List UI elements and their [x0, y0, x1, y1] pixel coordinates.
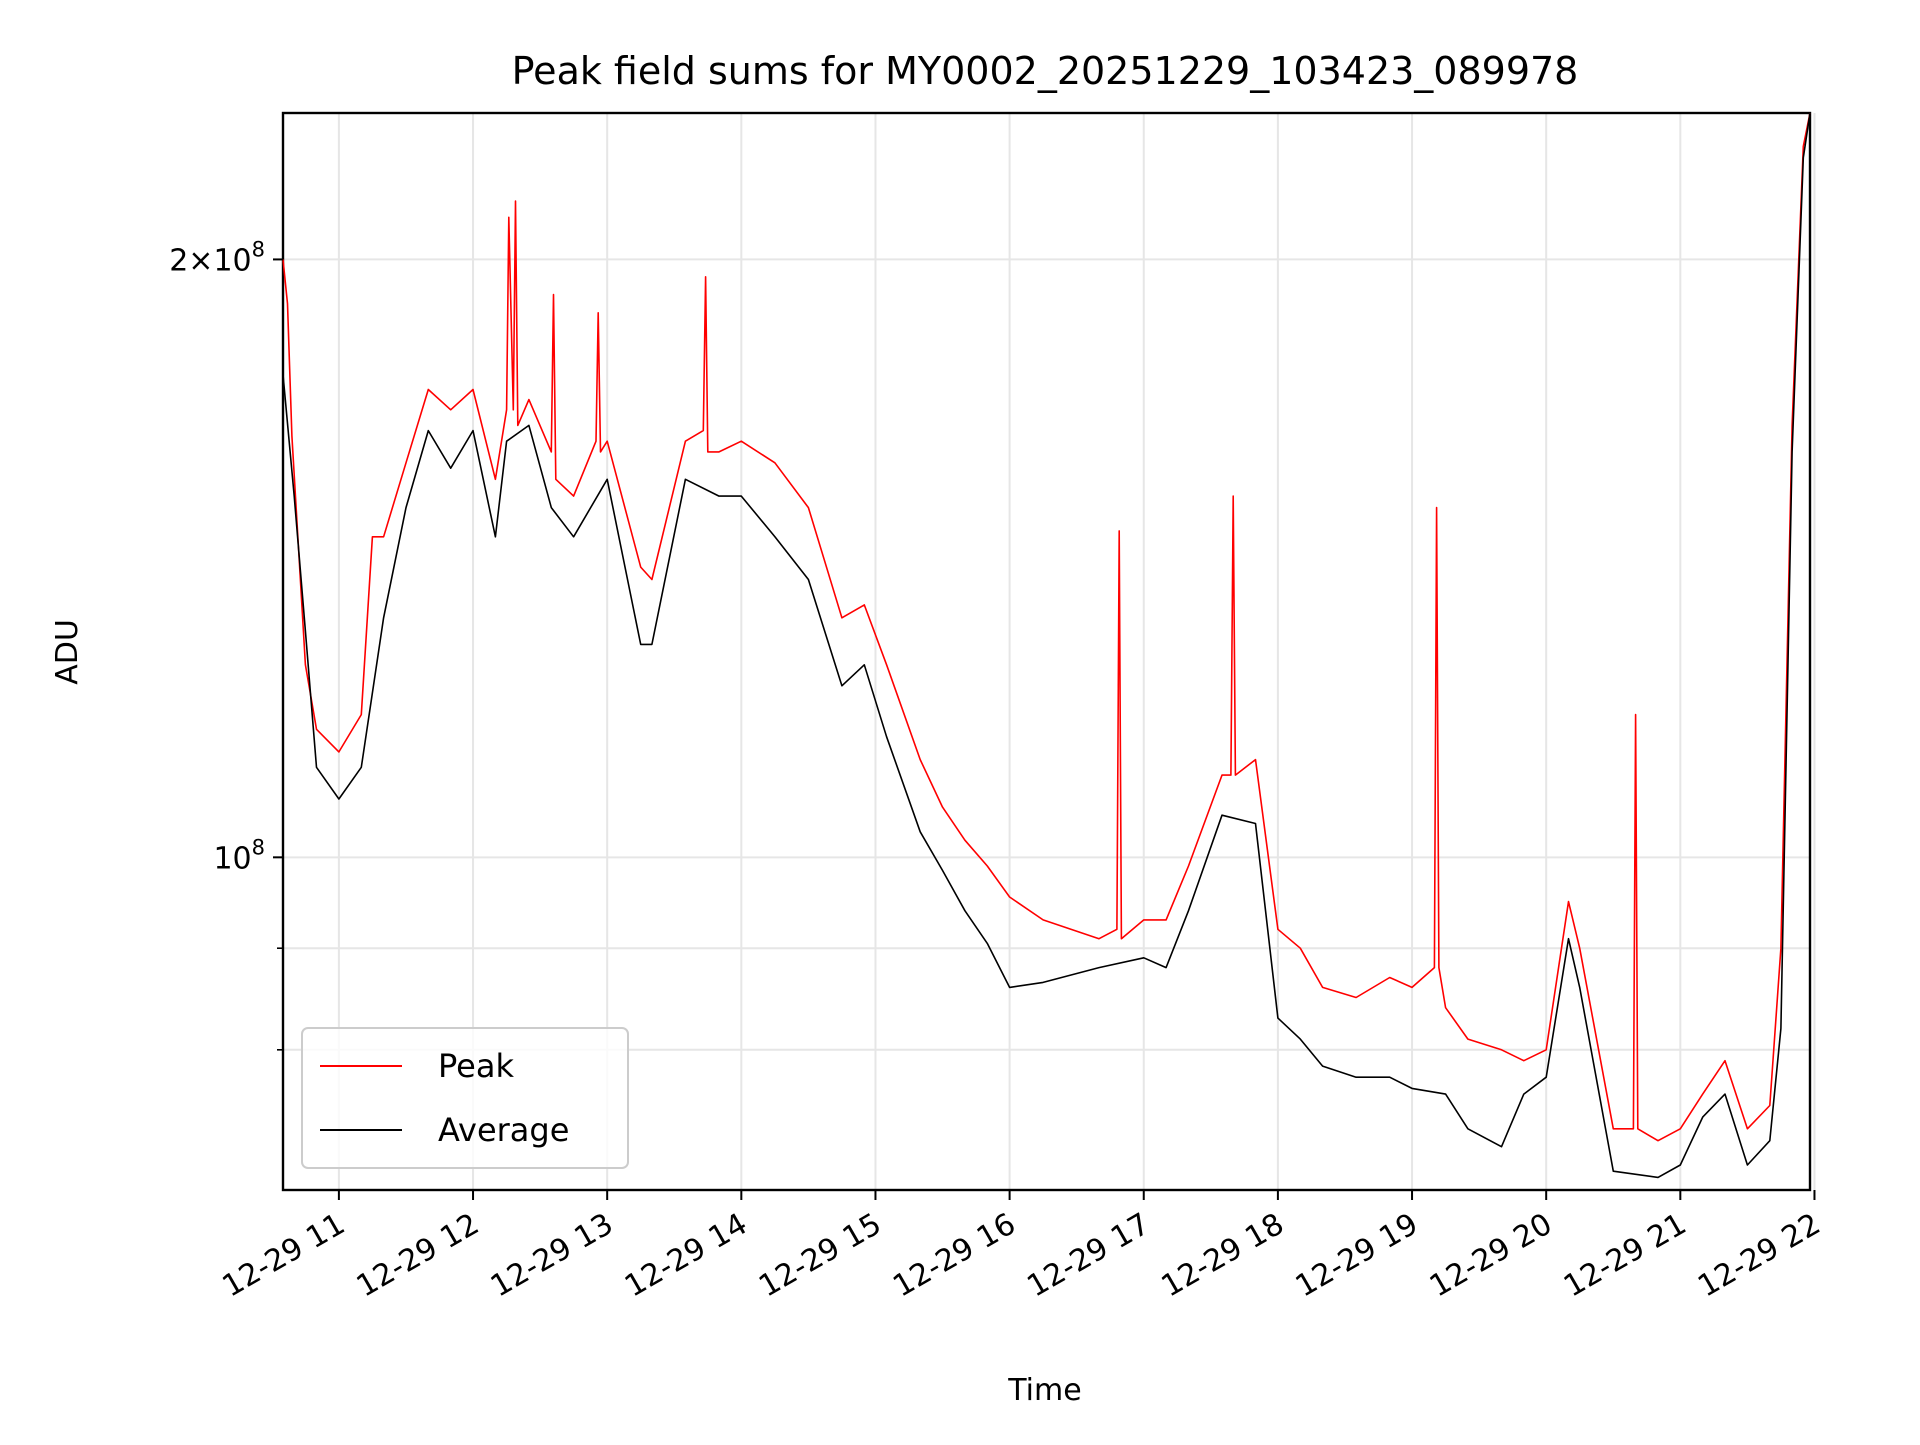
series-layer	[282, 112, 1811, 1179]
x-axis-label: Time	[1007, 1373, 1081, 1408]
grid-lines	[283, 113, 1816, 1190]
series-line-average	[282, 112, 1811, 1179]
chart-title: Peak field sums for MY0002_20251229_1034…	[512, 49, 1579, 93]
legend-label-peak: Peak	[438, 1047, 514, 1085]
y-tick-label: 2×108	[169, 237, 265, 278]
legend: Peak Average	[301, 1027, 629, 1169]
legend-label-average: Average	[438, 1111, 569, 1149]
series-line-peak	[282, 112, 1811, 1142]
plot-area-frame	[281, 111, 1812, 1192]
y-axis-label: ADU	[50, 619, 85, 685]
y-tick-label: 108	[213, 835, 265, 876]
legend-box	[301, 1027, 629, 1169]
